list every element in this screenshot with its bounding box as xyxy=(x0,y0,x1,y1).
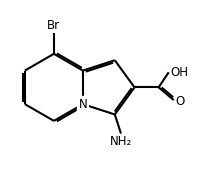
Text: OH: OH xyxy=(170,66,188,79)
Text: O: O xyxy=(176,95,185,108)
Text: Br: Br xyxy=(47,19,60,32)
Text: N: N xyxy=(79,98,87,111)
Text: NH₂: NH₂ xyxy=(110,135,132,148)
